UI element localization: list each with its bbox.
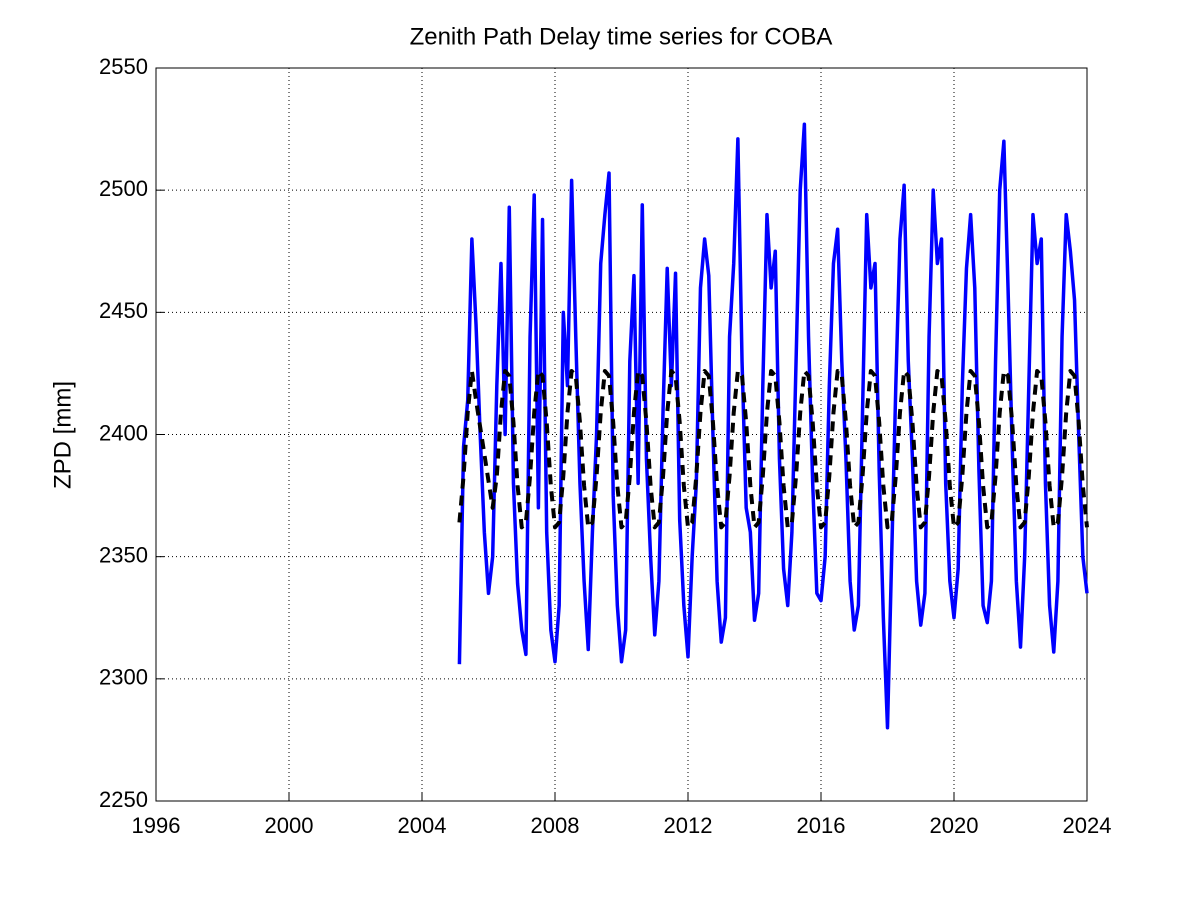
- y-tick-label: 2500: [99, 176, 148, 201]
- x-tick-label: 2004: [398, 813, 447, 838]
- series-line: [457, 368, 1089, 530]
- y-tick-label: 2450: [99, 298, 148, 323]
- x-tick-label: 2024: [1063, 813, 1112, 838]
- x-tick-label: 2012: [664, 813, 713, 838]
- y-tick-label: 2250: [99, 787, 148, 812]
- x-tick-label: 2020: [930, 813, 979, 838]
- series-line: [457, 122, 1089, 730]
- chart-title: Zenith Path Delay time series for COBA: [410, 23, 833, 50]
- y-tick-label: 2300: [99, 665, 148, 690]
- x-tick-label: 2000: [265, 813, 314, 838]
- y-axis-label: ZPD [mm]: [49, 381, 76, 489]
- x-tick-label: 2008: [531, 813, 580, 838]
- x-tick-label: 1996: [132, 813, 181, 838]
- x-tick-label: 2016: [797, 813, 846, 838]
- y-tick-label: 2400: [99, 420, 148, 445]
- plot-frame: [155, 67, 1088, 802]
- y-tick-label: 2350: [99, 542, 148, 567]
- y-tick-label: 2550: [99, 54, 148, 79]
